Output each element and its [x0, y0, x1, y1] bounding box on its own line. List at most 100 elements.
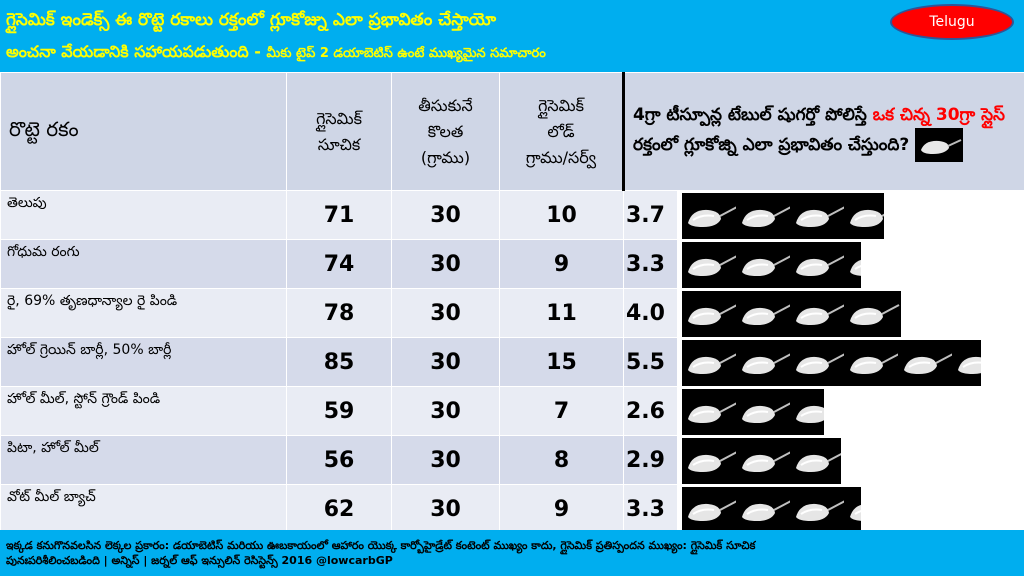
header-gl-line3: గ్రాము/సర్వ్ [525, 147, 597, 167]
partial-teaspoon-icon [790, 438, 841, 484]
teaspoon-icon [682, 193, 739, 239]
teaspoon-icon [790, 242, 847, 288]
teaspoon-visual [676, 386, 1024, 436]
portion-value: 30 [391, 435, 500, 485]
teaspoon-icon [682, 340, 739, 386]
glycemic-index-value: 56 [286, 435, 392, 485]
glycemic-index-value: 74 [286, 239, 392, 289]
table-row: వోట్ మీల్ బ్యాచ్ 62 30 9 3.3 [0, 484, 1024, 534]
teaspoon-icon [682, 487, 739, 533]
title-line-2: అంచనా వేయడానికి సహాయపడుతుంది - మీకు టైప్… [6, 36, 886, 70]
glycemic-index-value: 59 [286, 386, 392, 436]
title-line-1: గ్లైసెమిక్ ఇండెక్స్ ఈ రొట్టె రకాలు రక్తం… [6, 10, 497, 30]
teaspoon-icon [790, 291, 847, 337]
teaspoon-icon [682, 389, 739, 435]
portion-value: 30 [391, 239, 500, 289]
title-banner: గ్లైసెమిక్ ఇండెక్స్ ఈ రొట్టె రకాలు రక్తం… [0, 0, 1024, 72]
glycemic-load-value: 9 [499, 484, 624, 534]
header-glycemic-load: గ్లైసెమిక్ లోడ్ గ్రాము/సర్వ్ [499, 72, 624, 191]
table-row: తెలుపు 71 30 10 3.7 [0, 190, 1024, 240]
glycemic-load-value: 8 [499, 435, 624, 485]
partial-teaspoon-icon [844, 242, 861, 288]
teaspoons-value: 4.0 [623, 288, 678, 338]
header-portion-line2: కొలత [427, 121, 464, 141]
page-title: గ్లైసెమిక్ ఇండెక్స్ ఈ రొట్టె రకాలు రక్తం… [6, 4, 886, 70]
compare-highlight: ఒక చిన్న 30గ్రా స్లైస్ [872, 104, 1005, 125]
teaspoon-icon [736, 340, 793, 386]
table-header-row: రొట్టె రకం గ్లైసెమిక్ సూచిక తీసుకునే కొల… [0, 72, 1024, 191]
footer-line-1: ఇక్కడ కనుగొనవలసిన లెక్కల ప్రకారం: డయాబెట… [6, 539, 756, 552]
teaspoon-icon [736, 291, 793, 337]
table-body: తెలుపు 71 30 10 3.7 గోధుమ రంగు 74 30 9 3.3 రై, 69%… [0, 190, 1024, 534]
teaspoons-value: 3.7 [623, 190, 678, 240]
teaspoon-icon [844, 291, 901, 337]
teaspoon-visual [676, 288, 1024, 338]
partial-teaspoon-icon [790, 389, 824, 435]
teaspoons-value: 2.9 [623, 435, 678, 485]
header-gi-line1: గ్లైసెమిక్ [316, 108, 362, 128]
bread-name: పిటా, హోల్ మీల్ [0, 435, 287, 485]
teaspoon-icon [682, 242, 739, 288]
portion-value: 30 [391, 484, 500, 534]
table-row: హోల్ మీల్, స్టోన్ గ్రౌండ్ పిండి 59 30 7 2.6 [0, 386, 1024, 436]
teaspoon-icon [915, 127, 964, 162]
teaspoon-icon [736, 242, 793, 288]
glycemic-load-value: 15 [499, 337, 624, 387]
teaspoon-visual [676, 435, 1024, 485]
header-portion: తీసుకునే కొలత (గ్రాము) [391, 72, 500, 191]
header-gi-line2: సూచిక [317, 134, 361, 154]
title-line-2-sub: మీకు టైప్ 2 డయాబెటిస్ ఉంటే ముఖ్యమైన సమాచ… [266, 46, 546, 61]
teaspoons-value: 2.6 [623, 386, 678, 436]
portion-value: 30 [391, 288, 500, 338]
teaspoons-value: 3.3 [623, 239, 678, 289]
glycemic-index-value: 62 [286, 484, 392, 534]
teaspoon-icon [790, 487, 847, 533]
table-row: పిటా, హోల్ మీల్ 56 30 8 2.9 [0, 435, 1024, 485]
teaspoon-icon [790, 340, 847, 386]
bread-name: హోల్ మీల్, స్టోన్ గ్రౌండ్ పిండి [0, 386, 287, 436]
glycemic-index-value: 85 [286, 337, 392, 387]
header-gl-line1: గ్లైసెమిక్ [538, 95, 584, 115]
glycemic-load-value: 7 [499, 386, 624, 436]
glycemic-load-value: 10 [499, 190, 624, 240]
teaspoon-icon [682, 291, 739, 337]
teaspoon-visual [676, 337, 1024, 387]
header-bread-type: రొట్టె రకం [0, 72, 287, 191]
glycemic-load-value: 11 [499, 288, 624, 338]
bread-name: హోల్ గ్రెయిన్ బార్లీ, 50% బార్లీ [0, 337, 287, 387]
teaspoon-icon [736, 193, 793, 239]
footer-source: ఇక్కడ కనుగొనవలసిన లెక్కల ప్రకారం: డయాబెట… [0, 530, 1024, 576]
teaspoon-icon [736, 438, 793, 484]
compare-suffix: రక్తంలో గ్లూకోజ్ని ఎలా ప్రభావితం చేస్తుం… [633, 134, 910, 155]
glycemic-index-value: 71 [286, 190, 392, 240]
partial-teaspoon-icon [844, 487, 861, 533]
header-portion-line1: తీసుకునే [418, 95, 473, 115]
teaspoon-visual [676, 484, 1024, 534]
teaspoon-icon [736, 389, 793, 435]
bread-name: గోధుమ రంగు [0, 239, 287, 289]
teaspoon-visual [676, 190, 1024, 240]
footer-line-2: పునఃపరిశీలించబడింది | అన్నిస్ | జర్నల్ ఆ… [6, 554, 393, 567]
portion-value: 30 [391, 337, 500, 387]
teaspoon-icon [790, 193, 847, 239]
header-sugar-comparison: 4గ్రా టీస్పూన్ల టేబుల్ షుగర్తో పోలిస్తే … [621, 72, 1024, 191]
table-row: రై, 69% తృణధాన్యాల రై పిండి 78 30 11 4.0 [0, 288, 1024, 338]
title-line-2-main: అంచనా వేయడానికి సహాయపడుతుంది - [6, 42, 267, 61]
partial-teaspoon-icon [844, 193, 884, 239]
portion-value: 30 [391, 386, 500, 436]
compare-prefix: 4గ్రా టీస్పూన్ల టేబుల్ షుగర్తో పోలిస్తే [633, 104, 873, 125]
table-row: హోల్ గ్రెయిన్ బార్లీ, 50% బార్లీ 85 30 15 5.… [0, 337, 1024, 387]
teaspoon-icon [898, 340, 955, 386]
partial-teaspoon-icon [952, 340, 981, 386]
bread-name: వోట్ మీల్ బ్యాచ్ [0, 484, 287, 534]
teaspoon-icon [682, 438, 739, 484]
teaspoon-icon [736, 487, 793, 533]
glycemic-index-value: 78 [286, 288, 392, 338]
teaspoons-value: 5.5 [623, 337, 678, 387]
table-row: గోధుమ రంగు 74 30 9 3.3 [0, 239, 1024, 289]
bread-gi-table: రొట్టె రకం గ్లైసెమిక్ సూచిక తీసుకునే కొల… [0, 72, 1024, 534]
header-gl-line2: లోడ్ [547, 121, 575, 141]
teaspoon-visual [676, 239, 1024, 289]
glycemic-load-value: 9 [499, 239, 624, 289]
language-badge[interactable]: Telugu [890, 4, 1014, 40]
